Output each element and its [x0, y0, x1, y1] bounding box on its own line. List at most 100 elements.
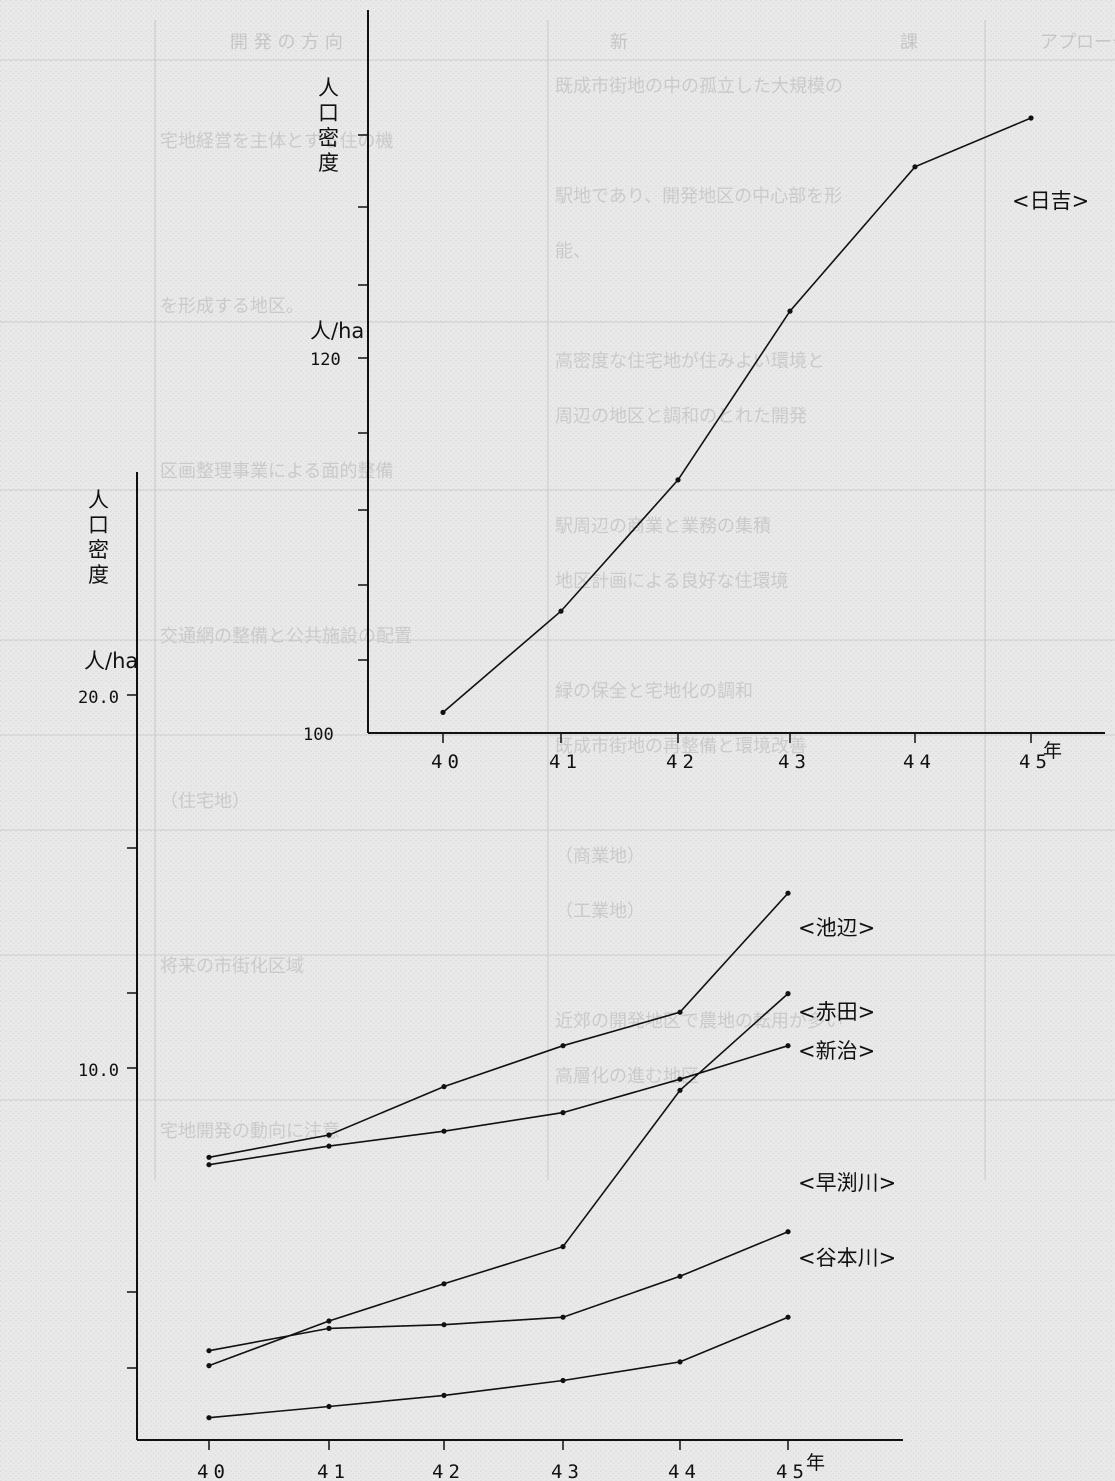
data-point	[675, 477, 681, 483]
bg-table-text: 駅地であり、開発地区の中心部を形	[555, 186, 842, 207]
bg-table-header: 開 発 の 方 向	[230, 32, 343, 53]
chart1-ylabel-1: 人	[318, 76, 339, 100]
bg-table-text: 宅地経営を主体とする住の機	[160, 131, 393, 152]
chart-other-districts: 人 口 密 度 人/ha 20.0 10.0 年 40 41 42 43 44 45 <池辺…	[78, 472, 903, 1481]
data-point	[677, 1359, 683, 1365]
data-point	[206, 1363, 212, 1369]
data-point	[560, 1314, 566, 1320]
chart2-ylabel-2: 口	[88, 513, 109, 537]
x-tick-label: 41	[549, 751, 582, 773]
bg-table-text: 既成市街地の再整備と環境改善	[555, 736, 807, 757]
series-line	[442, 117, 1032, 714]
chart1-ylabel-2: 口	[318, 101, 339, 125]
data-point	[787, 308, 793, 314]
chart-hiyoshi: 人 口 密 度 人/ha 120 100 年 40 41 42 43 44 45 <日吉>	[303, 10, 1105, 773]
data-point	[206, 1154, 212, 1160]
chart1-xunit: 年	[1043, 740, 1067, 762]
chart2-xunit: 年	[806, 1452, 830, 1474]
data-point	[677, 1273, 683, 1279]
data-point	[677, 1087, 683, 1093]
data-point	[1028, 115, 1034, 121]
series-line	[208, 1316, 789, 1419]
x-tick-label: 44	[668, 1461, 701, 1481]
data-point	[677, 1076, 683, 1082]
x-tick-label: 43	[778, 751, 811, 773]
data-point	[326, 1132, 332, 1138]
chart2-ylabel-3: 密	[88, 538, 109, 562]
data-point	[560, 1244, 566, 1250]
data-point	[785, 890, 791, 896]
series-line	[208, 1230, 789, 1352]
x-tick-label: 41	[317, 1461, 350, 1481]
bg-table-header: 新	[610, 32, 628, 53]
chart1-yunit: 人/ha	[310, 319, 364, 343]
data-point	[785, 1043, 791, 1049]
bg-table-text: 高密度な住宅地が住みよい環境と	[555, 351, 825, 372]
bg-table-text: 既成市街地の中の孤立した大規模の	[555, 76, 843, 97]
x-tick-label: 44	[903, 751, 936, 773]
data-point	[326, 1403, 332, 1410]
bg-table-text: （商業地）	[555, 846, 645, 867]
bg-table-text: 交通網の整備と公共施設の配置	[160, 626, 412, 647]
chart2-ytick-label-10: 10.0	[78, 1061, 119, 1081]
chart1-ytick-label-120: 120	[310, 350, 341, 370]
x-tick-label: 40	[431, 751, 464, 773]
series-name-label: <谷本川>	[798, 1246, 896, 1270]
chart2-ylabel-1: 人	[88, 488, 109, 512]
data-point	[785, 1229, 791, 1235]
series-line	[208, 1044, 789, 1166]
series-name-label: <赤田>	[798, 1000, 875, 1024]
bg-table-text: 周辺の地区と調和のとれた開発	[555, 406, 807, 427]
chart2-ylabel-4: 度	[88, 563, 109, 587]
series-name-label: <日吉>	[1012, 189, 1089, 213]
chart1-ylabel-3: 密	[318, 126, 339, 150]
data-point	[206, 1348, 212, 1354]
x-tick-label: 43	[551, 1461, 584, 1481]
data-point	[560, 1377, 566, 1384]
bg-table-header: アプローチ	[1040, 32, 1115, 53]
bg-table-text: 区画整理事業による面的整備	[160, 461, 393, 482]
series-name-label: <早渕川>	[798, 1171, 896, 1195]
bg-table-text: 緑の保全と宅地化の調和	[555, 681, 753, 702]
x-tick-label: 42	[432, 1461, 465, 1481]
data-point	[558, 608, 564, 614]
data-point	[206, 1415, 212, 1421]
x-tick-label: 42	[666, 751, 699, 773]
data-point	[441, 1281, 447, 1287]
bg-table-text: 将来の市街化区域	[160, 956, 304, 977]
data-point	[206, 1162, 212, 1168]
data-point	[560, 1110, 566, 1116]
chart2-yunit: 人/ha	[84, 649, 138, 673]
x-tick-label: 45	[776, 1461, 809, 1481]
bg-table-text: 地区計画による良好な住環境	[555, 571, 788, 592]
data-point	[326, 1325, 332, 1331]
data-point	[785, 1314, 791, 1320]
data-point	[326, 1318, 332, 1324]
data-point	[785, 991, 791, 997]
series-name-label: <池辺>	[798, 916, 875, 940]
data-point	[441, 1128, 447, 1134]
data-point	[441, 1322, 447, 1328]
series-line	[208, 892, 789, 1159]
data-point	[560, 1043, 566, 1049]
data-point	[441, 1392, 447, 1398]
series-line	[208, 993, 789, 1367]
x-tick-label: 45	[1019, 751, 1052, 773]
x-tick-label: 40	[197, 1461, 230, 1481]
data-point	[912, 164, 918, 170]
data-point	[677, 1009, 683, 1015]
chart2-ytick-label-20: 20.0	[78, 688, 119, 708]
bg-table-text: 能、	[555, 241, 591, 262]
bg-table-text: （住宅地）	[160, 791, 250, 812]
data-point	[326, 1143, 332, 1149]
bg-table-text: 高層化の進む地区	[555, 1066, 699, 1087]
data-point	[441, 1084, 447, 1090]
series-name-label: <新治>	[798, 1039, 875, 1063]
bg-table-text: 宅地開発の動向に注意	[160, 1121, 340, 1142]
bg-table-text: を形成する地区。	[160, 296, 304, 317]
chart1-ylabel-4: 度	[318, 151, 339, 175]
bg-table-header: 課	[900, 32, 918, 53]
